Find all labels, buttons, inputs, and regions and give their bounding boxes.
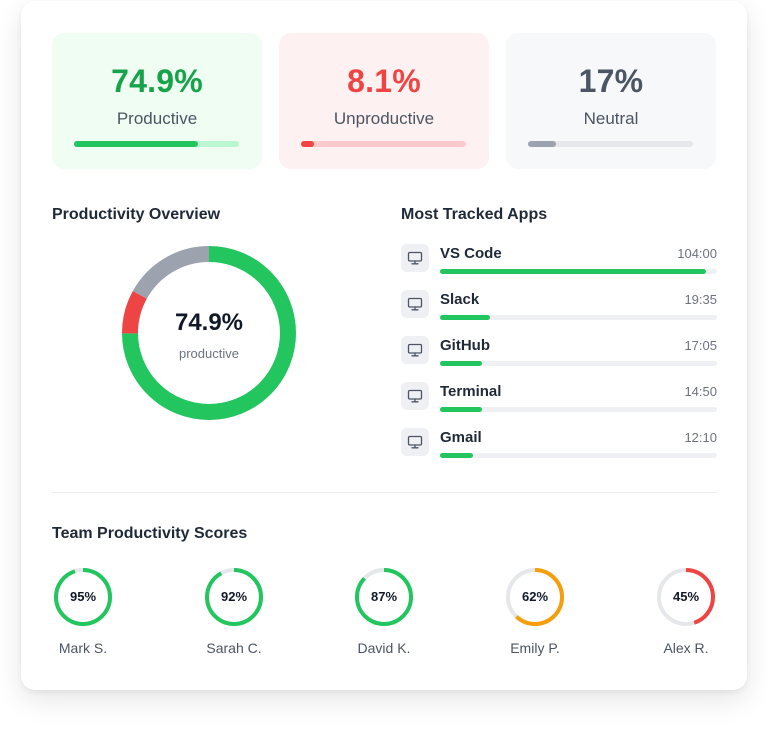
stat-tile-productive: 74.9% Productive bbox=[52, 33, 262, 169]
app-name: Gmail bbox=[440, 429, 482, 446]
app-time: 104:00 bbox=[677, 246, 717, 261]
stat-progress-fill bbox=[301, 141, 315, 147]
member-name: Emily P. bbox=[510, 640, 560, 656]
team-member[interactable]: 62% Emily P. bbox=[485, 567, 585, 662]
score-ring-fill bbox=[657, 568, 715, 626]
score-ring-fill bbox=[506, 568, 564, 626]
app-time: 12:10 bbox=[684, 430, 717, 445]
member-score: 87% bbox=[370, 589, 398, 604]
monitor-icon-glyph bbox=[407, 343, 423, 357]
app-time: 17:05 bbox=[684, 338, 717, 353]
app-name: Terminal bbox=[440, 383, 502, 400]
donut-chart bbox=[122, 246, 296, 420]
productivity-donut: 74.9% productive bbox=[121, 245, 297, 421]
app-row[interactable]: VS Code 104:00 bbox=[401, 244, 717, 284]
stat-progress-track bbox=[74, 141, 239, 147]
app-name: Slack bbox=[440, 291, 480, 308]
apps-title: Most Tracked Apps bbox=[401, 206, 548, 223]
donut-center-value: 74.9% bbox=[174, 309, 244, 336]
stat-value: 8.1% bbox=[347, 63, 421, 99]
member-score: 92% bbox=[220, 589, 248, 604]
score-ring-fill bbox=[54, 568, 112, 626]
monitor-icon bbox=[401, 428, 429, 456]
team-member[interactable]: 87% David K. bbox=[334, 567, 434, 662]
app-usage-fill bbox=[440, 407, 482, 412]
monitor-icon bbox=[401, 336, 429, 364]
monitor-icon bbox=[401, 290, 429, 318]
monitor-icon-glyph bbox=[407, 435, 423, 449]
member-name: David K. bbox=[357, 640, 411, 656]
team-title: Team Productivity Scores bbox=[52, 525, 248, 542]
score-ring bbox=[54, 568, 112, 626]
stat-tile-neutral: 17% Neutral bbox=[506, 33, 716, 169]
app-name: GitHub bbox=[440, 337, 490, 354]
app-row[interactable]: Gmail 12:10 bbox=[401, 428, 717, 468]
stat-progress-fill bbox=[74, 141, 198, 147]
score-ring-fill bbox=[205, 568, 263, 626]
score-ring-fill bbox=[355, 568, 413, 626]
monitor-icon-glyph bbox=[407, 297, 423, 311]
app-usage-track bbox=[440, 269, 717, 274]
team-member[interactable]: 92% Sarah C. bbox=[184, 567, 284, 662]
app-time: 19:35 bbox=[684, 292, 717, 307]
score-ring bbox=[355, 568, 413, 626]
donut-segment-neutral bbox=[122, 246, 296, 420]
overview-title: Productivity Overview bbox=[52, 206, 221, 223]
section-divider bbox=[52, 492, 717, 493]
app-usage-track bbox=[440, 453, 717, 458]
app-row[interactable]: Slack 19:35 bbox=[401, 290, 717, 330]
member-score: 95% bbox=[69, 589, 97, 604]
stat-progress-fill bbox=[528, 141, 557, 147]
app-usage-fill bbox=[440, 269, 706, 274]
team-member[interactable]: 95% Mark S. bbox=[33, 567, 133, 662]
stat-label: Unproductive bbox=[333, 109, 435, 128]
stat-label: Productive bbox=[116, 109, 198, 128]
stat-value: 17% bbox=[578, 63, 644, 99]
member-score: 62% bbox=[521, 589, 549, 604]
stat-label: Neutral bbox=[583, 109, 639, 128]
score-ring bbox=[506, 568, 564, 626]
member-name: Sarah C. bbox=[206, 640, 262, 656]
monitor-icon-glyph bbox=[407, 251, 423, 265]
monitor-icon bbox=[401, 244, 429, 272]
app-usage-fill bbox=[440, 315, 490, 320]
app-row[interactable]: Terminal 14:50 bbox=[401, 382, 717, 422]
app-name: VS Code bbox=[440, 245, 502, 262]
app-usage-fill bbox=[440, 361, 482, 366]
donut-center-label: productive bbox=[179, 346, 239, 361]
score-ring bbox=[657, 568, 715, 626]
stat-progress-track bbox=[301, 141, 466, 147]
app-usage-fill bbox=[440, 453, 474, 458]
app-time: 14:50 bbox=[684, 384, 717, 399]
monitor-icon bbox=[401, 382, 429, 410]
app-row[interactable]: GitHub 17:05 bbox=[401, 336, 717, 376]
app-usage-track bbox=[440, 315, 717, 320]
stat-progress-track bbox=[528, 141, 693, 147]
app-usage-track bbox=[440, 407, 717, 412]
app-usage-track bbox=[440, 361, 717, 366]
member-name: Mark S. bbox=[58, 640, 108, 656]
member-score: 45% bbox=[672, 589, 700, 604]
stat-tile-unproductive: 8.1% Unproductive bbox=[279, 33, 489, 169]
monitor-icon-glyph bbox=[407, 389, 423, 403]
member-name: Alex R. bbox=[663, 640, 709, 656]
score-ring bbox=[205, 568, 263, 626]
team-member[interactable]: 45% Alex R. bbox=[636, 567, 736, 662]
stat-value: 74.9% bbox=[111, 63, 203, 99]
